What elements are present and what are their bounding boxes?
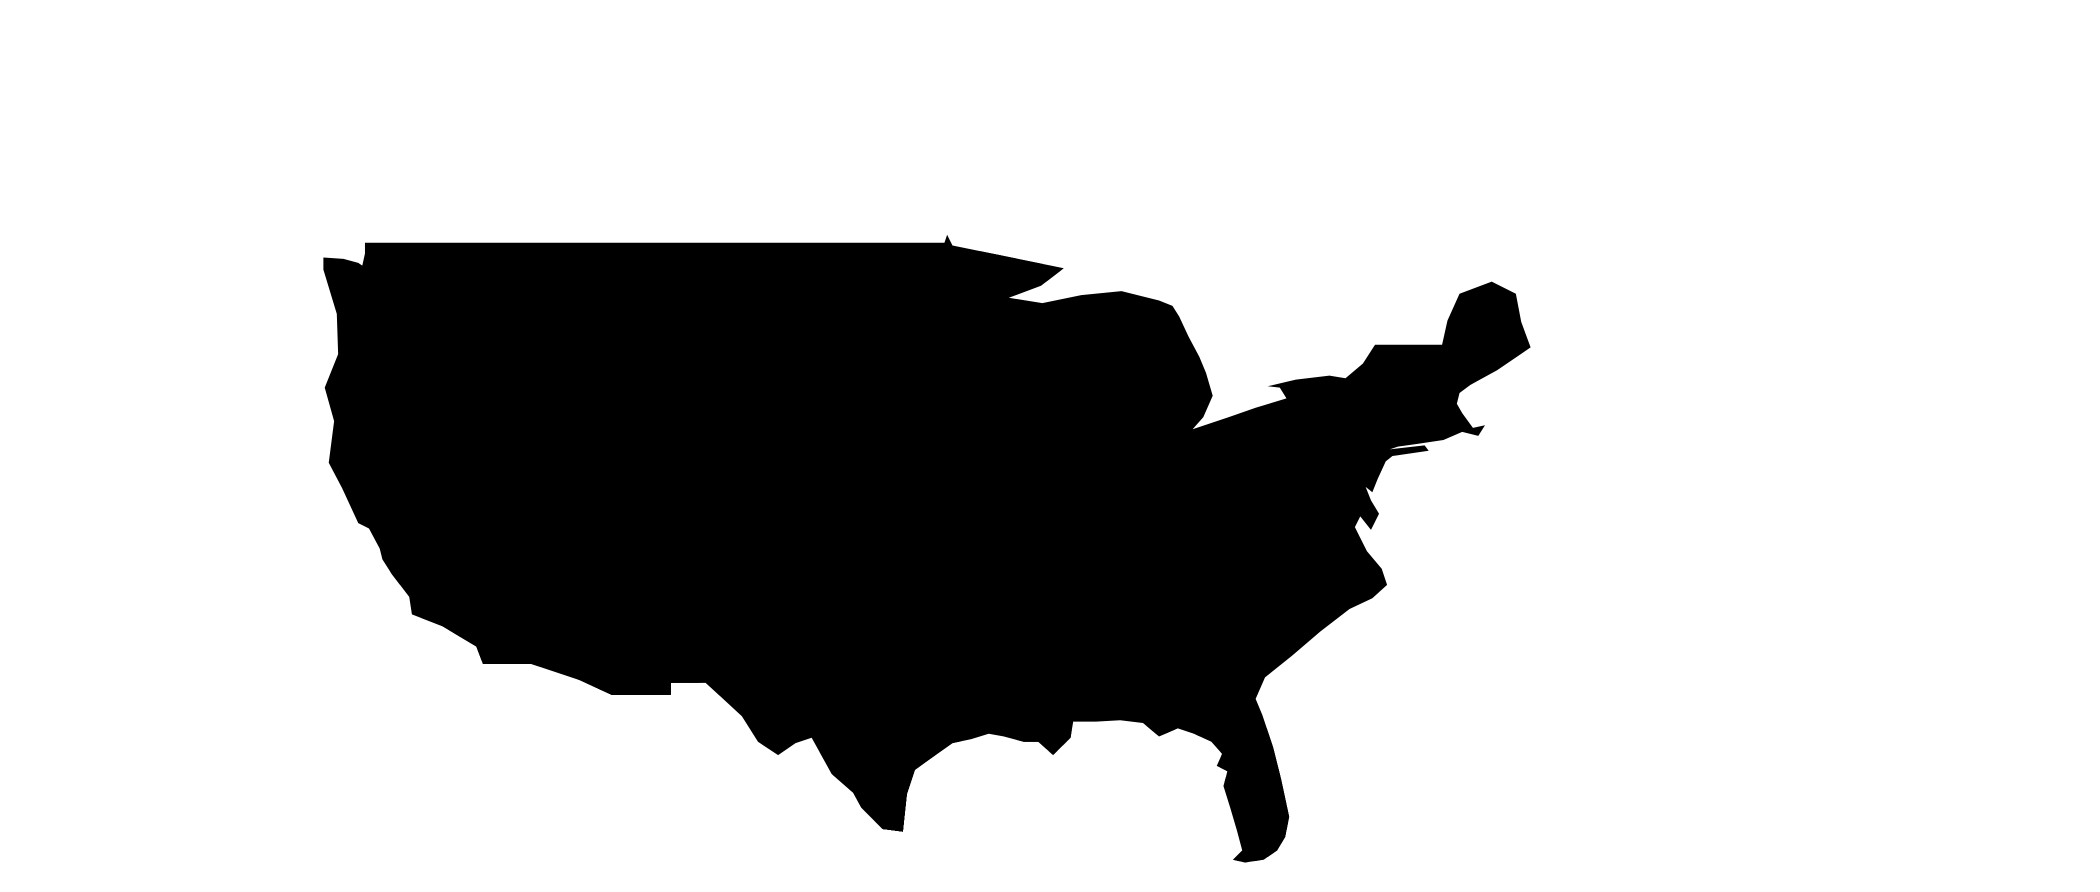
- heat-blob: [1267, 847, 1285, 862]
- heat-blob: [564, 648, 574, 658]
- heat-blob: [597, 686, 608, 696]
- legend-item: [1578, 632, 1608, 658]
- legend-item: [1578, 580, 1608, 606]
- legend-swatch-40-50: [1578, 557, 1598, 577]
- heat-blob: [693, 689, 705, 701]
- heat-blob: [530, 659, 538, 666]
- heat-blob: [397, 558, 406, 567]
- heat-blob: [547, 653, 559, 664]
- heat-blob: [658, 686, 665, 693]
- legend-item: [1578, 476, 1608, 502]
- legend-item: [1578, 684, 1608, 710]
- heat-blob: [684, 686, 700, 701]
- heat-blob: [441, 631, 455, 646]
- heat-blob: [1254, 858, 1260, 863]
- legend-item: [1578, 606, 1608, 632]
- exclusion-blob: [1032, 267, 1039, 275]
- legend-swatch-50-60: [1578, 583, 1598, 603]
- us-map-svg: [323, 234, 1531, 863]
- heat-blob: [914, 765, 923, 774]
- heat-blob: [399, 565, 406, 573]
- heat-blob: [888, 828, 910, 846]
- legend-swatch-excl-severe: [1578, 401, 1598, 421]
- heat-blob: [387, 541, 396, 550]
- legend-swatch-90-100: [1578, 687, 1598, 707]
- us-land: [323, 234, 1531, 863]
- exclusion-blob: [992, 250, 1001, 259]
- heat-blob: [1230, 799, 1241, 811]
- heat-blob: [1243, 859, 1249, 863]
- legend-swatch-10-20: [1578, 479, 1598, 499]
- saginaw-bay: [1179, 360, 1202, 385]
- heat-blob: [670, 681, 712, 701]
- legend-swatch-0-10: [1578, 453, 1598, 473]
- green-bay: [1075, 306, 1091, 356]
- legend-item: [1578, 502, 1608, 528]
- heat-blob: [704, 682, 713, 691]
- heat-blob: [455, 640, 462, 647]
- heat-blob: [1234, 858, 1240, 863]
- legend-swatch-excl-moderate: [1578, 427, 1598, 447]
- heat-blob: [1219, 765, 1228, 774]
- lake-michigan: [1096, 318, 1130, 432]
- legend-swatch-60-70: [1578, 609, 1598, 629]
- heat-blob: [1048, 745, 1058, 755]
- heat-blob: [1058, 737, 1067, 746]
- great-lakes: [1075, 306, 1202, 432]
- legend-swatch-70-80: [1578, 635, 1598, 655]
- heat-blob: [460, 642, 474, 656]
- exclusion-blob: [1011, 258, 1020, 268]
- legend-item: [1578, 450, 1608, 476]
- legend-swatch-80-90: [1578, 661, 1598, 681]
- legend-item: [1578, 398, 1608, 424]
- heat-blob: [468, 647, 479, 657]
- legend: [1578, 382, 1608, 710]
- heat-blob: [1224, 775, 1234, 786]
- heat-blob: [450, 634, 462, 646]
- legend-item: [1578, 658, 1608, 684]
- heat-blob: [477, 657, 484, 663]
- legend-swatch-30-40: [1578, 531, 1598, 551]
- legend-item: [1578, 424, 1608, 450]
- heat-blob: [401, 572, 410, 581]
- heat-blob: [457, 638, 466, 647]
- us-map-figure: [308, 224, 1546, 892]
- legend-item: [1578, 528, 1608, 554]
- heat-blob: [452, 634, 458, 640]
- legend-swatch-20-30: [1578, 505, 1598, 525]
- legend-item: [1578, 554, 1608, 580]
- heat-blob: [595, 688, 602, 696]
- heat-blob: [578, 646, 584, 652]
